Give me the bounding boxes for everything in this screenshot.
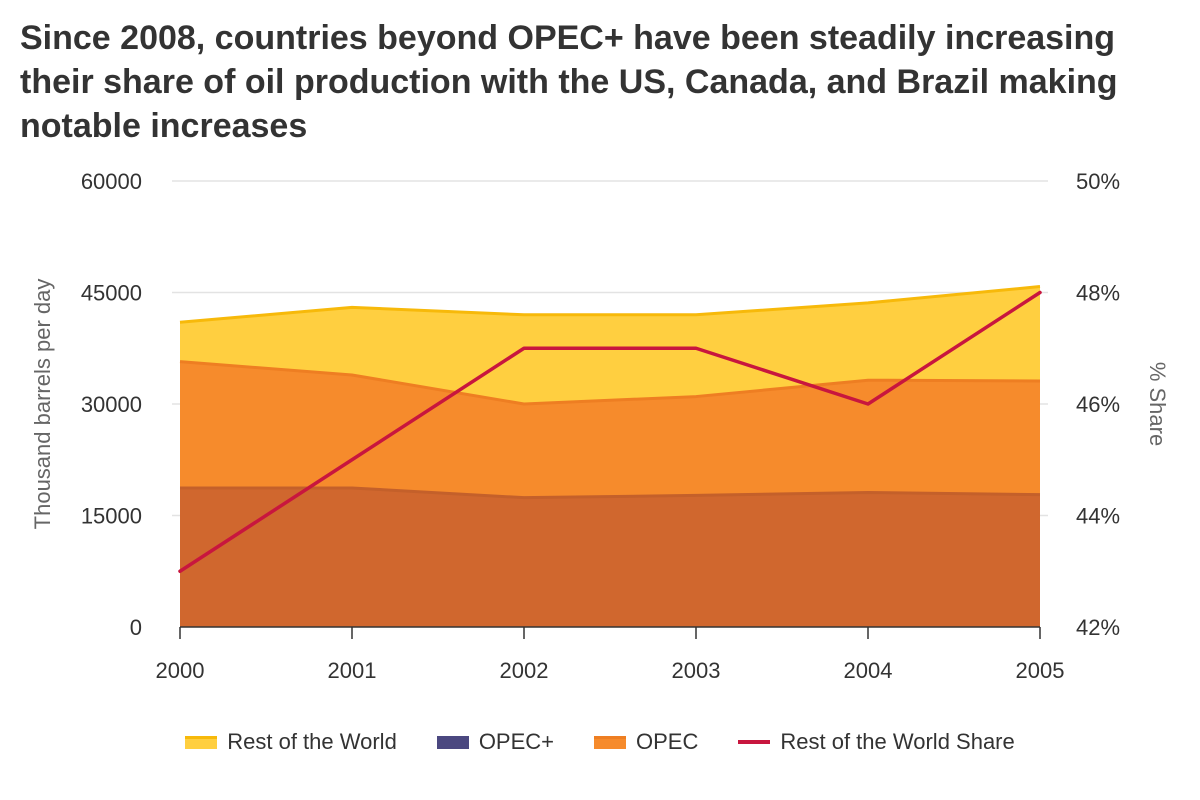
legend-swatch-rest-of-world-share xyxy=(738,740,771,744)
x-tick-label: 2002 xyxy=(500,658,549,683)
y-right-tick-label: 46% xyxy=(1076,392,1120,417)
legend-label-opec: OPEC xyxy=(636,729,699,754)
y-right-tick-label: 48% xyxy=(1076,281,1120,306)
area-outline-opec-plus xyxy=(180,486,1041,500)
area-series xyxy=(179,285,1041,627)
x-tick-label: 2005 xyxy=(1016,658,1065,683)
legend-item-rest-of-world[interactable]: Rest of the World xyxy=(185,729,397,755)
legend-label-rest-of-world-share: Rest of the World Share xyxy=(780,729,1015,754)
y-left-tick-label: 15000 xyxy=(81,504,142,529)
x-tick-label: 2003 xyxy=(672,658,721,683)
legend-label-opec-plus: OPEC+ xyxy=(478,729,555,754)
tick-labels: 0 42% 15000 44% 30000 46% 45000 48% 60000 50% 2000… xyxy=(81,169,1120,683)
line-series xyxy=(178,290,1042,573)
y-right-tick-label: 50% xyxy=(1076,169,1120,194)
y-axis-left-title: Thousand barrels per day xyxy=(30,279,55,530)
y-left-tick-label: 60000 xyxy=(81,169,142,194)
x-tick-label: 2000 xyxy=(156,658,205,683)
legend: Rest of the World OPEC+ OPEC Rest of the… xyxy=(0,722,1200,762)
x-axis xyxy=(179,626,1041,639)
y-right-tick-label: 44% xyxy=(1076,504,1120,529)
legend-item-opec[interactable]: OPEC xyxy=(594,729,698,755)
y-left-tick-label: 30000 xyxy=(81,392,142,417)
legend-swatch-opec xyxy=(594,735,627,749)
legend-swatch-opec-plus xyxy=(436,735,469,749)
legend-item-opec-plus[interactable]: OPEC+ xyxy=(436,729,555,755)
y-axis-right-title: % Share xyxy=(1145,362,1170,446)
chart-title: Since 2008, countries beyond OPEC+ have … xyxy=(20,19,1118,145)
x-tick-label: 2001 xyxy=(328,658,377,683)
area-outline-rest-of-the-world xyxy=(179,285,1041,324)
legend-item-rest-of-world-share[interactable]: Rest of the World Share xyxy=(738,729,1015,755)
area-opec-plus xyxy=(180,487,1040,627)
line-rest-of-the-world-share xyxy=(178,290,1042,573)
y-left-tick-label: 0 xyxy=(130,615,142,640)
x-tick-label: 2004 xyxy=(844,658,893,683)
y-left-tick-label: 45000 xyxy=(81,281,142,306)
legend-swatch-rest-of-world xyxy=(185,735,218,749)
area-outline-opec xyxy=(179,360,1041,406)
legend-label-rest-of-world: Rest of the World xyxy=(227,729,397,754)
y-right-tick-label: 42% xyxy=(1076,615,1120,640)
